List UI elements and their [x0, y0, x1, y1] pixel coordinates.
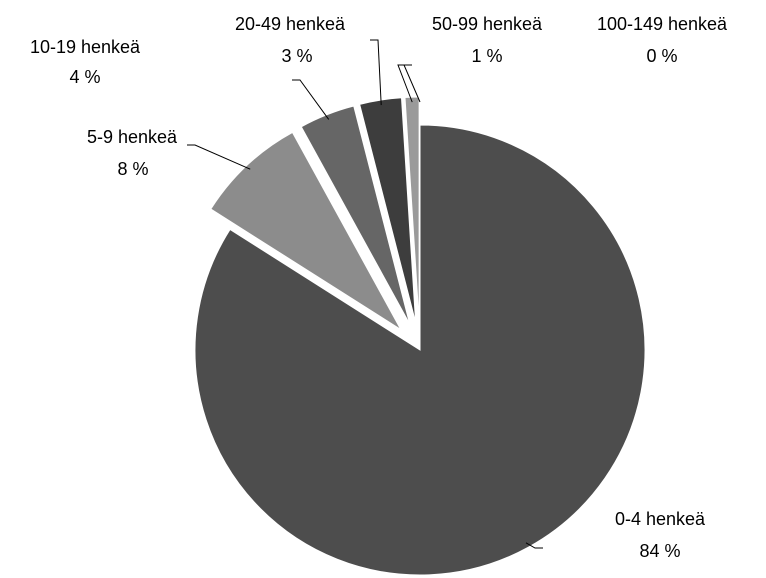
- pie-slice: [404, 96, 420, 323]
- slice-label: 100-149 henkeä: [597, 14, 728, 34]
- value-label: 8 %: [117, 159, 148, 179]
- slice-label: 50-99 henkeä: [432, 14, 543, 34]
- slice-label: 5-9 henkeä: [87, 127, 178, 147]
- leader-line: [397, 64, 413, 103]
- pie-slice: [300, 105, 411, 325]
- slice-label: 0-4 henkeä: [615, 509, 706, 529]
- leader-line: [525, 542, 543, 549]
- value-label: 0 %: [646, 46, 677, 66]
- value-label: 1 %: [471, 46, 502, 66]
- pie-slice: [359, 97, 417, 323]
- leader-line: [292, 79, 330, 120]
- value-label: 4 %: [69, 67, 100, 87]
- pie-slice: [194, 124, 646, 576]
- slice-label: 10-19 henkeä: [30, 37, 141, 57]
- leader-line: [370, 39, 382, 106]
- pie-slice: [210, 131, 402, 331]
- slice-label: 20-49 henkeä: [235, 14, 346, 34]
- leader-line: [403, 64, 421, 103]
- value-label: 84 %: [639, 541, 680, 561]
- leader-line: [187, 144, 251, 170]
- value-label: 3 %: [281, 46, 312, 66]
